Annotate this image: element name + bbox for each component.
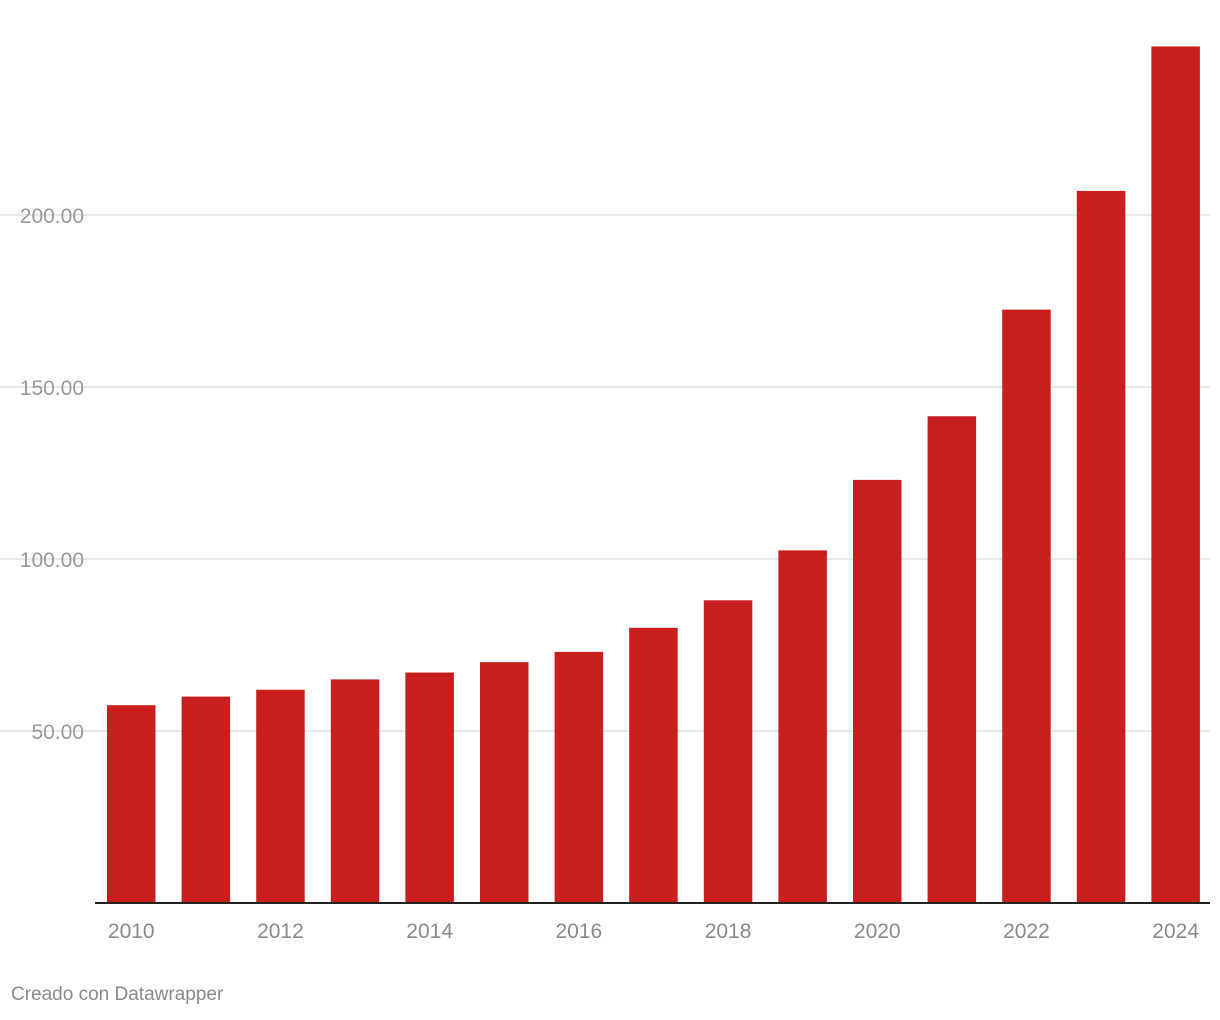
bar-2014 [405,672,454,903]
bar-2020 [853,479,902,903]
x-tick-label: 2016 [555,920,602,943]
bar-2022 [1002,309,1051,904]
bar-2013 [330,679,380,903]
y-tick-label: 100.00 [20,549,84,572]
y-tick-label: 150.00 [20,377,84,400]
bar-2011 [181,696,231,903]
bar-2019 [778,550,827,903]
bar-2024 [1151,46,1200,903]
bars [107,46,1200,904]
bar-2010 [107,705,156,903]
x-tick-label: 2012 [257,920,304,943]
y-tick-label: 50.00 [31,721,84,744]
x-tick-label: 2018 [705,920,752,943]
x-tick-label: 2022 [1003,920,1050,943]
bar-2023 [1076,190,1126,904]
bar-2015 [480,662,529,903]
bar-2012 [256,689,305,903]
bar-2021 [927,416,977,903]
bar-2018 [703,600,753,903]
x-tick-label: 2014 [406,920,453,943]
y-axis-labels: 50.00 100.00 150.00 200.00 [20,205,84,744]
bar-2016 [554,651,604,903]
x-axis-labels: 2010 2012 2014 2016 2018 2020 2022 2024 [108,920,1199,943]
x-tick-label: 2024 [1152,920,1199,943]
bar-chart: 50.00 100.00 150.00 200.00 2010 2012 2014 2016… [0,46,1210,943]
y-tick-label: 200.00 [20,205,84,228]
bar-2017 [629,627,678,903]
x-tick-label: 2010 [108,920,155,943]
x-tick-label: 2020 [854,920,901,943]
credit-text: Creado con Datawrapper [11,984,224,1005]
